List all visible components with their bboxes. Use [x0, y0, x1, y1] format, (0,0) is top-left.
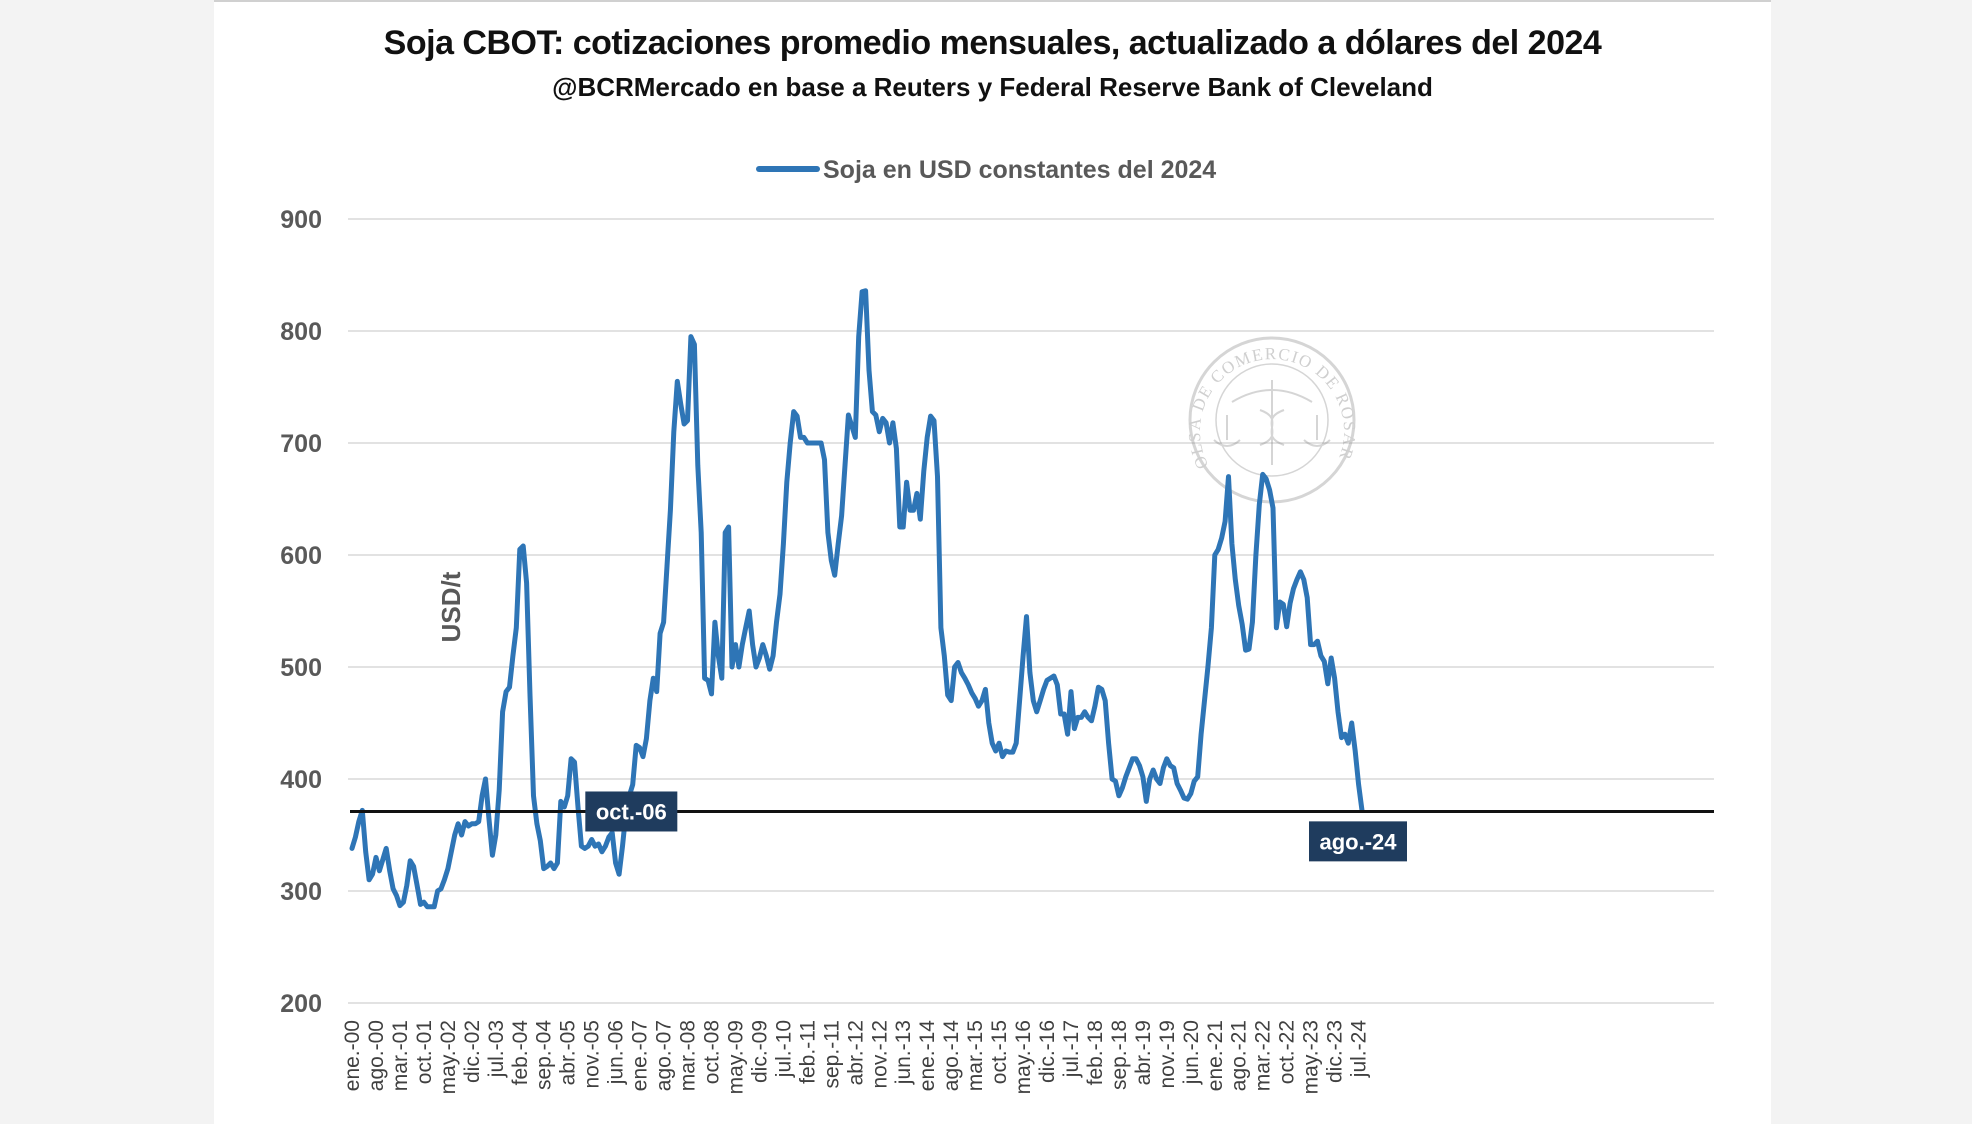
x-tick-label: may.-09	[725, 1020, 748, 1094]
x-tick-label: feb.-18	[1084, 1020, 1107, 1085]
seal-emblem-icon	[1213, 380, 1331, 465]
x-axis-ticks: ene.-00 ago.-00 mar.-01 oct.-01 may.-02 dic.-…	[341, 1020, 1371, 1095]
x-tick-label: sep.-18	[1108, 1020, 1131, 1090]
legend: Soja en USD constantes del 2024	[756, 156, 1216, 184]
x-tick-label: mar.-22	[1252, 1020, 1275, 1091]
series-layer	[349, 288, 1365, 910]
x-tick-label: dic.-23	[1324, 1020, 1347, 1083]
y-tick-label: 500	[280, 654, 322, 682]
legend-label: Soja en USD constantes del 2024	[823, 156, 1216, 184]
x-tick-label: sep.-11	[820, 1020, 843, 1089]
y-axis-ticks: 200 300 400 500 600 700 800 900	[280, 206, 322, 1018]
x-tick-label: oct.-22	[1276, 1020, 1299, 1084]
gridlines	[348, 218, 1714, 1004]
x-tick-label: nov.-05	[581, 1020, 604, 1089]
x-tick-label: abr.-05	[557, 1020, 580, 1085]
x-tick-label: mar.-15	[964, 1020, 987, 1091]
x-tick-label: oct.-08	[701, 1020, 724, 1084]
x-tick-label: nov.-19	[1156, 1020, 1179, 1089]
x-tick-label: jun.-06	[605, 1020, 628, 1085]
x-tick-label: ene.-14	[916, 1020, 939, 1092]
y-tick-label: 200	[280, 990, 322, 1018]
x-tick-label: jul.-24	[1348, 1020, 1371, 1079]
x-tick-label: oct.-01	[413, 1020, 436, 1084]
x-tick-label: feb.-11	[796, 1020, 819, 1084]
y-tick-label: 400	[280, 766, 322, 794]
y-tick-label: 600	[280, 542, 322, 570]
x-tick-label: jul.-17	[1060, 1020, 1083, 1078]
x-tick-label: dic.-16	[1036, 1020, 1059, 1083]
seal-text: BOLSA DE COMERCIO DE ROSARIO	[214, 0, 1359, 472]
x-tick-label: may.-23	[1300, 1020, 1323, 1094]
y-tick-label: 300	[280, 878, 322, 906]
chart-subtitle: @BCRMercado en base a Reuters y Federal …	[552, 72, 1433, 102]
chart-canvas: 200 300 400 500 600 700 800 900 BOLSA DE COMERC…	[214, 0, 1714, 1095]
x-tick-label: oct.-15	[988, 1020, 1011, 1084]
x-tick-label: nov.-12	[868, 1020, 891, 1089]
annotation-ago.-24: ago.-24	[1309, 821, 1407, 862]
annotation-box	[585, 791, 678, 832]
x-tick-label: ago.-14	[940, 1020, 963, 1092]
x-tick-label: jul.-03	[485, 1020, 508, 1078]
x-tick-label: dic.-09	[748, 1020, 771, 1083]
x-tick-label: ago.-07	[653, 1020, 676, 1091]
x-tick-label: mar.-01	[389, 1020, 412, 1091]
series-line-soja	[349, 288, 1365, 910]
x-tick-label: ene.-00	[341, 1020, 364, 1091]
x-tick-label: feb.-04	[509, 1020, 532, 1086]
chart-title: Soja CBOT: cotizaciones promedio mensual…	[383, 24, 1602, 62]
x-tick-label: sep.-04	[533, 1020, 556, 1090]
y-tick-label: 700	[280, 430, 322, 458]
x-tick-label: ago.-21	[1228, 1020, 1251, 1091]
x-tick-label: abr.-19	[1132, 1020, 1155, 1085]
annotation-box	[1309, 821, 1407, 862]
x-tick-label: jul.-10	[772, 1020, 795, 1078]
watermark-seal: BOLSA DE COMERCIO DE ROSARIO	[214, 0, 1359, 504]
annotation-oct.-06: oct.-06	[585, 791, 678, 832]
reference-line-layer: oct.-06 ago.-24	[350, 791, 1714, 862]
chart-page: Soja CBOT: cotizaciones promedio mensual…	[214, 0, 1771, 1124]
annotation-label: oct.-06	[596, 799, 667, 824]
x-tick-label: may.-02	[437, 1020, 460, 1094]
top-divider	[214, 0, 1771, 2]
y-axis-label: USD/t	[436, 571, 466, 642]
x-tick-label: jun.-20	[1180, 1020, 1203, 1085]
x-tick-label: abr.-12	[844, 1020, 867, 1085]
x-tick-label: dic.-02	[461, 1020, 484, 1083]
x-tick-label: mar.-08	[677, 1020, 700, 1091]
y-tick-label: 800	[280, 318, 322, 346]
x-tick-label: jun.-13	[892, 1020, 915, 1085]
y-tick-label: 900	[280, 206, 322, 234]
x-tick-label: ago.-00	[365, 1020, 388, 1091]
x-tick-label: ene.-21	[1204, 1020, 1227, 1091]
x-tick-label: ene.-07	[629, 1020, 652, 1091]
x-tick-label: may.-16	[1012, 1020, 1035, 1094]
annotation-label: ago.-24	[1319, 829, 1397, 854]
seal-inner-ring	[1215, 363, 1329, 477]
